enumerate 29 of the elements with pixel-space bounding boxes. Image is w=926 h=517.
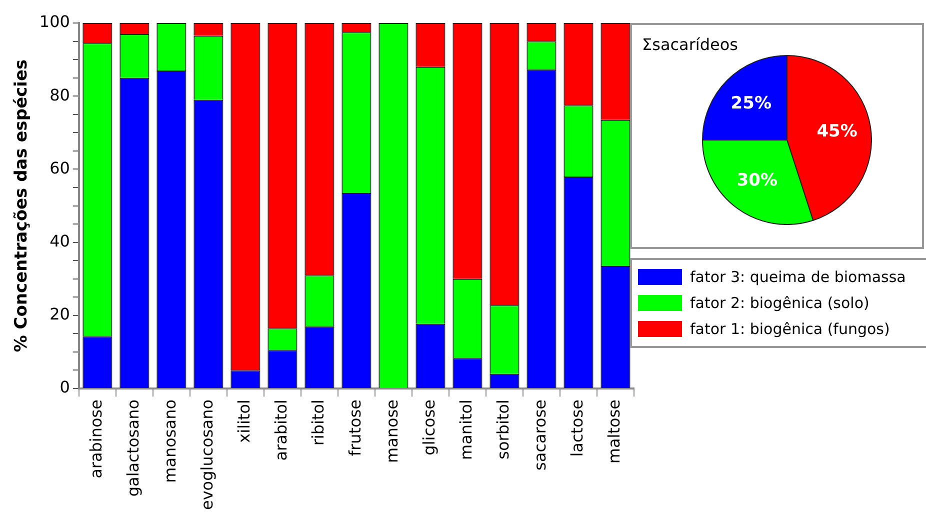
chart-title: Σsacarídeos xyxy=(642,35,738,54)
legend-label: fator 2: biogênica (solo) xyxy=(690,294,870,312)
legend-label: fator 1: biogênica (fungos) xyxy=(690,320,890,338)
y-tick-label: 80 xyxy=(50,85,70,104)
data-label: 30% xyxy=(736,170,778,190)
y-axis-title: % Concentrações das espécies xyxy=(12,59,32,352)
x-tick-label: xilitol xyxy=(234,400,254,443)
x-tick-label: arabitol xyxy=(272,400,291,461)
y-tick-label: 0 xyxy=(60,378,70,397)
x-tick-label: lactose xyxy=(568,400,587,457)
x-tick-label: arabinose xyxy=(86,400,106,478)
y-tick-label: 40 xyxy=(50,231,70,250)
y-tick-label: 60 xyxy=(50,158,70,178)
x-tick-label: frutose xyxy=(346,400,365,456)
x-tick-label: manosano xyxy=(160,400,180,483)
x-tick-label: sacarose xyxy=(530,400,550,470)
x-tick-label: glicose xyxy=(420,400,439,456)
data-label: 25% xyxy=(730,94,772,114)
x-tick-label: manitol xyxy=(456,400,476,460)
x-tick-label: maltose xyxy=(604,400,624,464)
y-tick-label: 100 xyxy=(39,12,70,32)
x-tick-label: sorbitol xyxy=(494,400,513,460)
x-tick-label: ribitol xyxy=(308,400,328,446)
legend-label: fator 3: queima de biomassa xyxy=(690,268,906,286)
x-tick-label: manose xyxy=(382,400,402,463)
y-tick-label: 20 xyxy=(50,304,70,324)
x-tick-label: evoglucosano xyxy=(198,400,217,510)
x-tick-label: galactosano xyxy=(124,400,143,497)
data-label: 45% xyxy=(816,121,858,142)
